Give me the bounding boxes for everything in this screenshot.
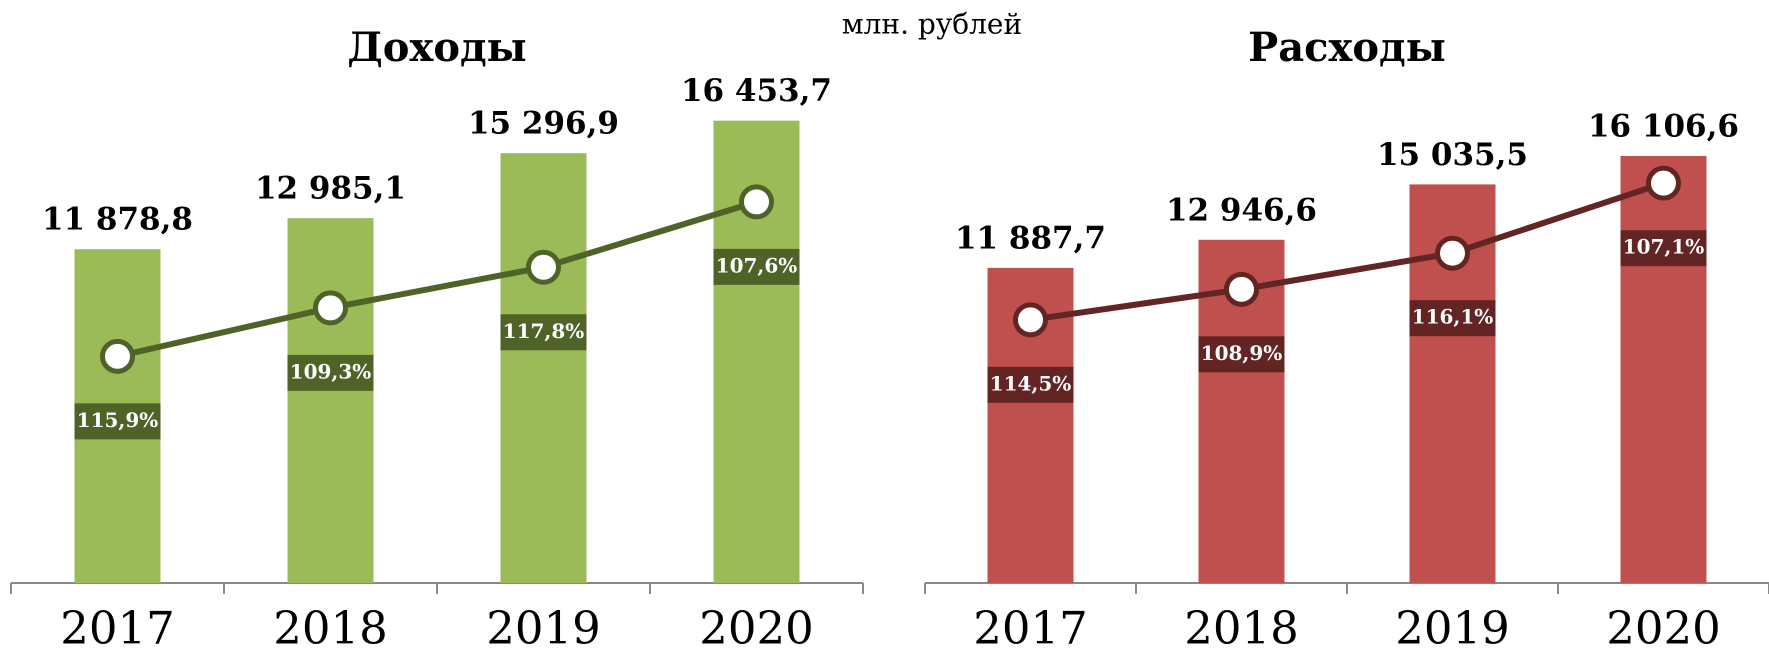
- line-marker: [100, 338, 135, 374]
- x-tick-label: 2020: [699, 602, 814, 651]
- x-tick-label: 2018: [1184, 602, 1299, 651]
- growth-label: 107,6%: [716, 253, 798, 277]
- bar-value-label: 16 106,6: [1588, 109, 1739, 145]
- growth-label: 117,8%: [503, 319, 585, 343]
- bar: [1620, 156, 1707, 584]
- chart-title: Расходы: [1248, 24, 1446, 71]
- x-tick-label: 2019: [1395, 602, 1510, 651]
- line: [1030, 180, 1665, 323]
- growth-label-box: [1198, 336, 1285, 373]
- chart-title: Доходы: [347, 24, 527, 71]
- line-marker: [1646, 165, 1681, 201]
- x-tick-label: 2017: [60, 602, 175, 651]
- line-marker: [1013, 302, 1048, 338]
- unit-note: млн. рублей: [842, 8, 1022, 41]
- growth-label: 107,1%: [1623, 235, 1705, 259]
- line-marker: [313, 290, 348, 326]
- bar-value-label: 15 296,9: [468, 106, 619, 142]
- bar-value-label: 11 887,7: [955, 220, 1106, 256]
- line-marker: [1435, 235, 1470, 271]
- x-tick-label: 2019: [486, 602, 601, 651]
- line-marker: [1224, 271, 1259, 307]
- line: [116, 199, 758, 360]
- growth-label: 116,1%: [1412, 305, 1494, 329]
- growth-label: 115,9%: [77, 408, 159, 432]
- growth-label: 109,3%: [290, 359, 372, 383]
- growth-label: 114,5%: [990, 371, 1072, 395]
- growth-label-box: [500, 314, 587, 351]
- bar-value-label: 11 878,8: [42, 202, 193, 238]
- bar-value-label: 16 453,7: [681, 73, 832, 109]
- bar-value-label: 12 985,1: [255, 171, 406, 207]
- growth-label-box: [74, 403, 161, 440]
- growth-label-box: [987, 366, 1074, 403]
- growth-label-box: [287, 354, 374, 391]
- growth-label-box: [1409, 300, 1496, 337]
- growth-label-box: [713, 248, 800, 285]
- bar-value-label: 12 946,6: [1166, 192, 1317, 228]
- growth-label-box: [1620, 230, 1707, 267]
- x-tick-label: 2017: [973, 602, 1088, 651]
- growth-label: 108,9%: [1201, 341, 1283, 365]
- line-marker: [526, 249, 561, 285]
- bar-value-label: 15 035,5: [1377, 137, 1528, 173]
- x-tick-label: 2020: [1606, 602, 1721, 651]
- line-marker: [739, 184, 774, 220]
- x-tick-label: 2018: [273, 602, 388, 651]
- bar: [500, 153, 587, 583]
- bar: [287, 218, 374, 583]
